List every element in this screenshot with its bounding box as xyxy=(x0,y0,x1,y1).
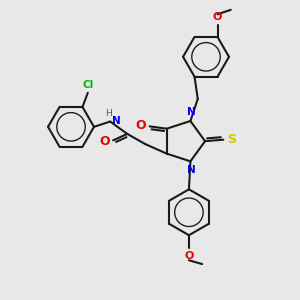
Text: Cl: Cl xyxy=(82,80,93,90)
Text: O: O xyxy=(99,135,110,148)
Text: O: O xyxy=(184,250,194,260)
Text: N: N xyxy=(112,116,121,126)
Text: N: N xyxy=(187,165,196,175)
Text: H: H xyxy=(105,109,112,118)
Text: O: O xyxy=(213,12,222,22)
Text: O: O xyxy=(135,119,146,132)
Text: N: N xyxy=(187,107,196,117)
Text: S: S xyxy=(227,133,236,146)
